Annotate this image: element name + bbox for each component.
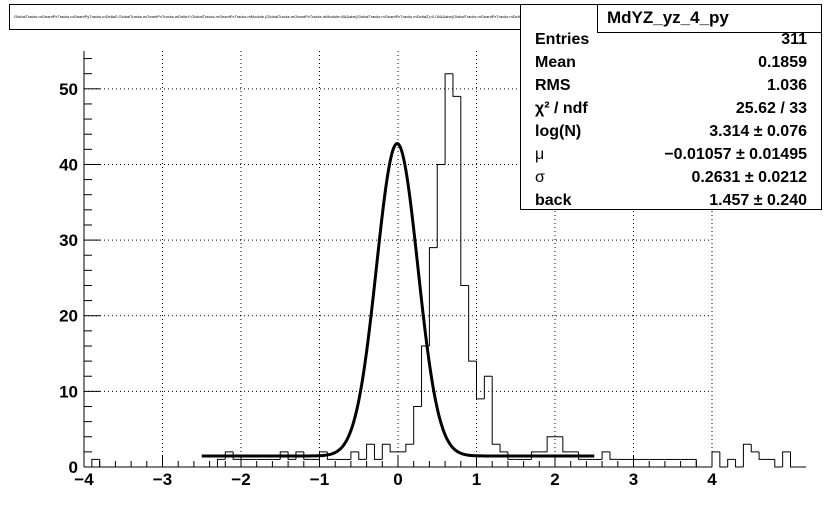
histogram-bin [758, 451, 767, 460]
histogram-bin [695, 459, 705, 468]
histogram-bin [216, 458, 226, 467]
stat-value: 0.1859 [758, 54, 807, 71]
histogram-bin [742, 443, 752, 467]
histogram-bin [483, 375, 493, 399]
x-tick-label: −2 [231, 470, 250, 489]
x-tick-label: 4 [707, 470, 717, 489]
histogram-bin [491, 376, 501, 445]
histogram-bin [287, 451, 296, 460]
histogram-bin [790, 451, 799, 468]
stat-label: χ² / ndf [535, 100, 588, 117]
histogram-bin [303, 451, 312, 460]
stats-box: MdYZ_yz_4_py Entries 311 Mean 0.1859 RMS 1.03… [520, 4, 822, 210]
stat-value: 1.036 [766, 77, 807, 94]
stat-row: σ 0.2631 ± 0.0212 [521, 169, 823, 192]
histogram-bin [389, 444, 398, 453]
stat-value: −0.01057 ± 0.01495 [664, 146, 807, 163]
y-tick-label: 40 [59, 155, 78, 174]
stat-value: 1.457 ± 0.240 [709, 192, 807, 209]
histogram-bin [366, 443, 375, 460]
histogram-bin [546, 436, 555, 452]
histogram-bin [468, 285, 477, 362]
stat-row: Mean 0.1859 [521, 54, 823, 77]
histogram-bin [452, 73, 461, 97]
histogram-bin [711, 451, 720, 467]
histogram-bin [428, 247, 438, 346]
x-tick-label: 0 [393, 470, 402, 489]
histogram-bin [99, 459, 108, 468]
stat-label: back [535, 192, 572, 209]
histogram-bin [609, 451, 618, 460]
histogram-bin [774, 459, 783, 468]
stats-title: MdYZ_yz_4_py [597, 5, 822, 33]
stat-value: 0.2631 ± 0.0212 [691, 169, 807, 186]
stat-value: 25.62 / 33 [735, 100, 807, 117]
stat-label: μ [535, 146, 545, 163]
histogram-bin [91, 458, 100, 467]
histogram-bin [436, 163, 446, 248]
stat-label: σ [535, 169, 545, 186]
histogram-bin [405, 443, 414, 452]
y-tick-label: 20 [59, 307, 78, 326]
x-tick-label: −3 [153, 470, 172, 489]
x-tick-label: 1 [472, 470, 481, 489]
y-tick-label: 50 [59, 80, 78, 99]
histogram-bin [460, 96, 469, 286]
stat-label: Entries [535, 31, 590, 48]
stat-label: Mean [535, 54, 576, 71]
histogram-bin [562, 436, 571, 453]
histogram-bin [727, 458, 736, 467]
fit-curve [201, 142, 595, 458]
stat-row: back 1.457 ± 0.240 [521, 192, 823, 215]
x-tick-label: 2 [550, 470, 559, 489]
histogram-bin [601, 451, 610, 460]
histogram-bin [232, 451, 241, 460]
stat-label: RMS [535, 77, 571, 94]
x-tick-label: 3 [629, 470, 638, 489]
histogram-bin [507, 451, 516, 460]
histogram-formula: GlobalTracks.mGeantPxTracks.mGeantPyTrac… [14, 14, 559, 19]
stat-row: RMS 1.036 [521, 77, 823, 100]
histogram-bin [750, 444, 760, 453]
stat-row: log(N) 3.314 ± 0.076 [521, 123, 823, 146]
histogram-bin [578, 451, 587, 460]
histogram-bin [373, 444, 383, 460]
x-tick-label: −1 [310, 470, 329, 489]
histogram-bin [499, 444, 508, 453]
histogram-bin [782, 451, 791, 467]
histogram-bin [735, 459, 744, 468]
stat-row: Entries 311 [521, 31, 823, 54]
histogram-bin [381, 443, 391, 460]
histogram-bin [350, 451, 359, 460]
stat-value: 3.314 ± 0.076 [709, 123, 807, 140]
title-box: GlobalTracks.mGeantPxTracks.mGeantPyTrac… [9, 4, 594, 30]
y-tick-label: 0 [69, 458, 78, 477]
fit-curve-line [201, 142, 595, 458]
y-tick-label: 30 [59, 231, 78, 250]
stat-row: χ² / ndf 25.62 / 33 [521, 100, 823, 123]
y-tick-label: 10 [59, 382, 78, 401]
stat-value: 311 [781, 31, 807, 48]
x-tick-label: −4 [74, 470, 94, 489]
histogram-bin [719, 451, 728, 468]
stat-row: μ −0.01057 ± 0.01495 [521, 146, 823, 169]
stat-label: log(N) [535, 123, 582, 140]
histogram-bin [358, 451, 367, 460]
histogram-bin [476, 361, 485, 400]
histogram-bin [413, 405, 422, 445]
histogram-bin [444, 73, 453, 165]
